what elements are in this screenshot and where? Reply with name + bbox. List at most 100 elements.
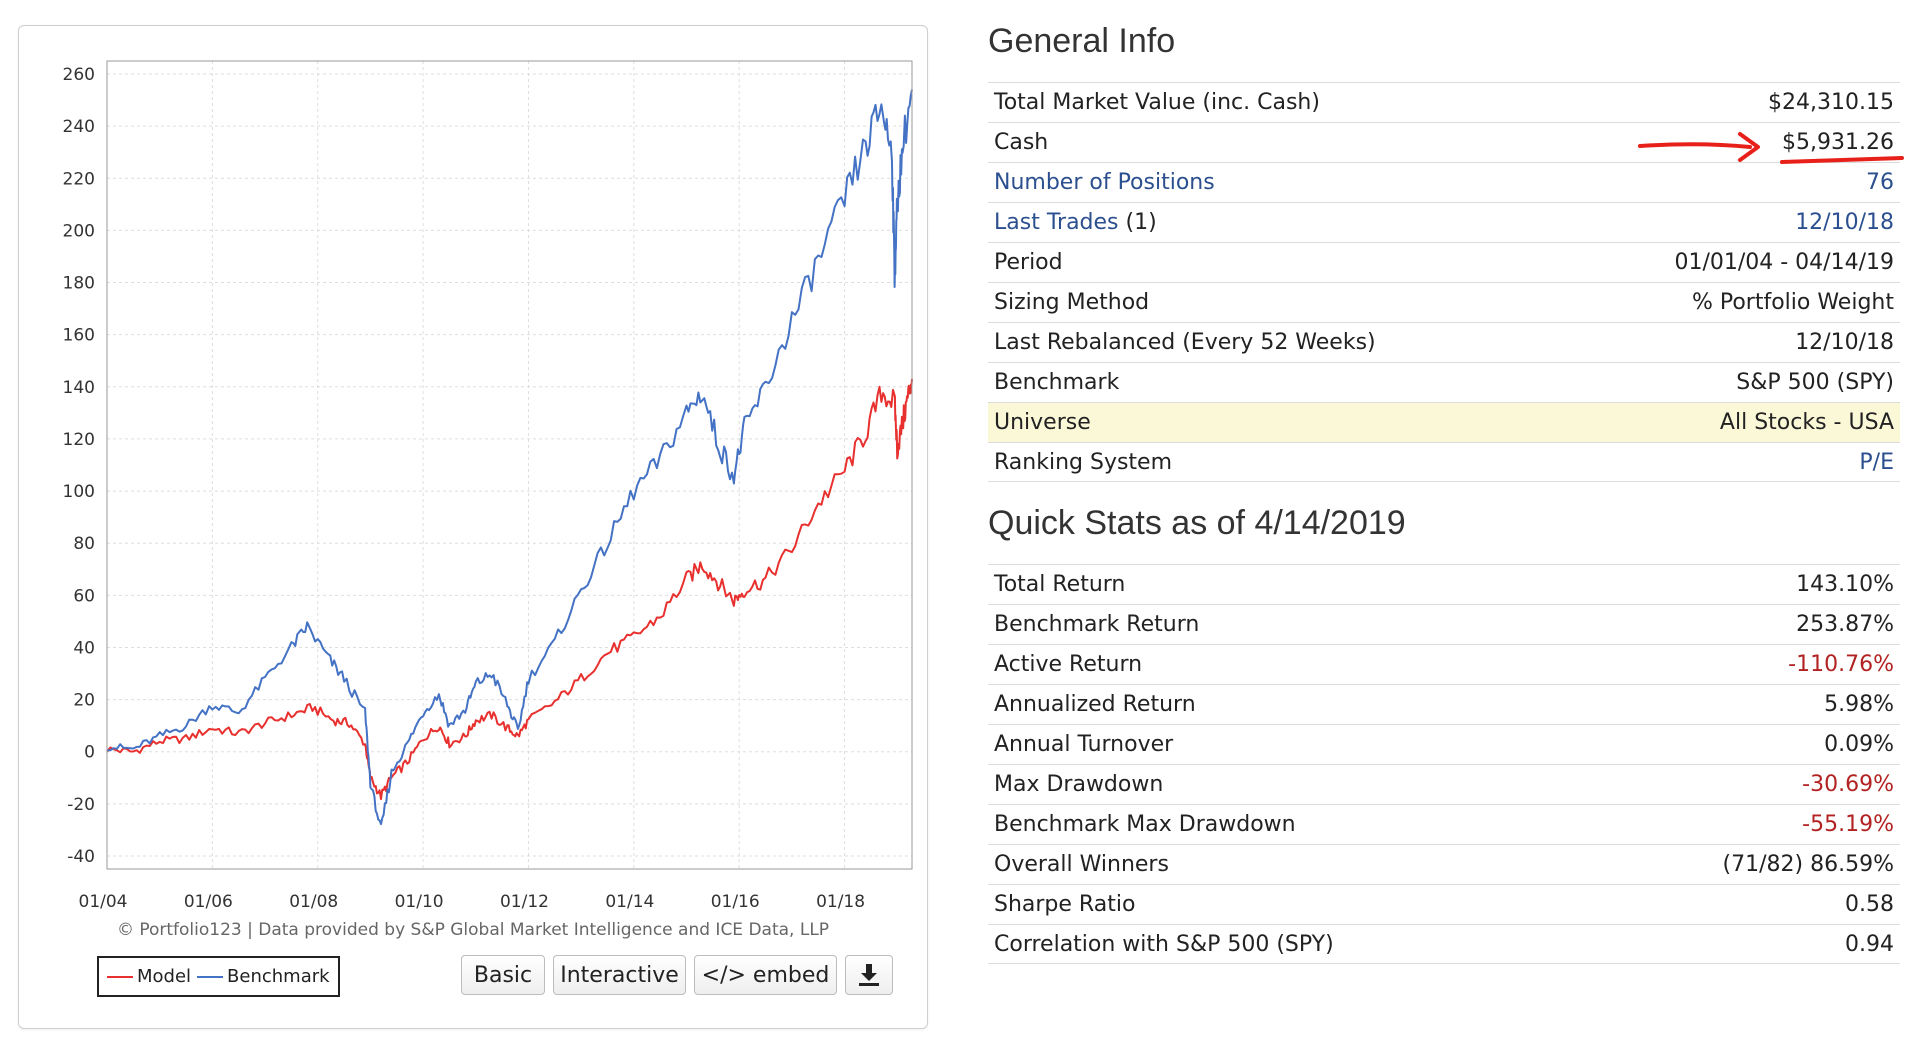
stat-row-overall-winners: Overall Winners (71/82) 86.59%: [988, 844, 1900, 884]
row-value: -55.19%: [1802, 812, 1894, 837]
x-tick-label: 01/10: [395, 892, 444, 912]
y-tick-label: -40: [67, 847, 95, 867]
row-value: % Portfolio Weight: [1691, 290, 1894, 315]
row-label: Benchmark Return: [994, 612, 1200, 637]
series-line-model[interactable]: [106, 378, 913, 801]
chart-series: [106, 89, 913, 826]
info-row-sizing-method: Sizing Method % Portfolio Weight: [988, 282, 1900, 322]
row-label: Last Rebalanced (Every 52 Weeks): [994, 330, 1376, 355]
quick-stats-title: Quick Stats as of 4/14/2019: [988, 504, 1406, 542]
row-label: Cash: [994, 130, 1049, 155]
x-tick-label: 01/06: [184, 892, 233, 912]
chart-panel: 260 240 220 200 180 160 140 120 100 80 60 40 20 0 -20-…: [18, 25, 928, 1029]
stat-row-benchmark-max-drawdown: Benchmark Max Drawdown -55.19%: [988, 804, 1900, 844]
row-value: $24,310.15: [1768, 90, 1894, 115]
legend-swatch-benchmark: [197, 975, 224, 978]
y-tick-label: 20: [73, 691, 95, 711]
row-value: All Stocks - USA: [1719, 410, 1894, 435]
y-tick-label: 240: [63, 117, 95, 137]
y-tick-label: 180: [63, 274, 95, 294]
stat-row-max-drawdown: Max Drawdown -30.69%: [988, 764, 1900, 804]
row-label: Active Return: [994, 652, 1143, 677]
y-tick-label: 260: [63, 65, 95, 85]
stat-row-benchmark-return: Benchmark Return 253.87%: [988, 604, 1900, 644]
series-line-benchmark[interactable]: [107, 89, 913, 826]
positions-count-link[interactable]: 76: [1866, 170, 1894, 195]
row-label: Benchmark Max Drawdown: [994, 812, 1296, 837]
row-label: Period: [994, 250, 1063, 275]
download-button[interactable]: [845, 955, 893, 995]
row-label: Max Drawdown: [994, 772, 1164, 797]
y-tick-label: 120: [63, 430, 95, 450]
y-tick-label: 100: [63, 482, 95, 502]
download-icon: [859, 964, 879, 986]
x-tick-label: 01/18: [816, 892, 865, 912]
row-label: Sizing Method: [994, 290, 1150, 315]
x-tick-label: 01/08: [289, 892, 338, 912]
row-label: Correlation with S&P 500 (SPY): [994, 931, 1334, 957]
quick-stats-table: Total Return 143.10% Benchmark Return 25…: [988, 564, 1900, 964]
row-value: 5.98%: [1824, 692, 1894, 717]
basic-button[interactable]: Basic: [461, 955, 545, 995]
row-value: 253.87%: [1796, 612, 1894, 637]
chart-credit: © Portfolio123 | Data provided by S&P Gl…: [116, 920, 830, 940]
stat-row-annualized-return: Annualized Return 5.98%: [988, 684, 1900, 724]
row-label: Total Return: [994, 572, 1126, 597]
chart-grid: [106, 61, 912, 869]
row-value: -110.76%: [1788, 652, 1894, 677]
info-row-ranking-system: Ranking System P/E: [988, 442, 1900, 482]
row-label: Overall Winners: [994, 852, 1169, 877]
row-value: 0.09%: [1824, 732, 1894, 757]
y-tick-label: 0: [84, 743, 95, 763]
legend-item-benchmark[interactable]: Benchmark: [197, 966, 330, 987]
legend-label-model: Model: [137, 966, 192, 987]
chart-legend: Model Benchmark: [97, 956, 340, 997]
embed-button[interactable]: </> embed: [694, 955, 837, 995]
plot-frame: [106, 60, 913, 870]
row-value: 0.94: [1845, 931, 1894, 957]
stat-row-correlation: Correlation with S&P 500 (SPY) 0.94: [988, 924, 1900, 964]
x-tick-label: 01/16: [711, 892, 760, 912]
y-tick-label: 80: [73, 534, 95, 554]
y-tick-label: 140: [63, 378, 95, 398]
row-label: Benchmark: [994, 370, 1120, 395]
row-value: 0.58: [1845, 892, 1894, 917]
info-row-cash: Cash $5,931.26: [988, 122, 1900, 162]
x-axis-ticks: 01/04 01/06 01/08 01/10 01/12 01/14 01/16 01/18: [79, 892, 866, 912]
info-row-total-market-value: Total Market Value (inc. Cash) $24,310.1…: [988, 82, 1900, 122]
number-of-positions-link[interactable]: Number of Positions: [994, 170, 1215, 195]
x-tick-label: 01/04: [79, 892, 128, 912]
general-info-table: Total Market Value (inc. Cash) $24,310.1…: [988, 82, 1900, 482]
last-trades-date-link[interactable]: 12/10/18: [1795, 210, 1894, 235]
performance-chart[interactable]: 260240220200180160140120100806040200-20-…: [19, 26, 927, 916]
row-value: -30.69%: [1802, 772, 1894, 797]
legend-label-benchmark: Benchmark: [227, 966, 330, 987]
row-label: Annual Turnover: [994, 732, 1174, 757]
row-value: S&P 500 (SPY): [1736, 370, 1894, 395]
legend-item-model[interactable]: Model: [107, 966, 191, 987]
last-trades-count: (1): [1118, 210, 1157, 235]
ranking-system-link[interactable]: P/E: [1859, 449, 1894, 475]
interactive-button[interactable]: Interactive: [553, 955, 686, 995]
y-tick-label: -20: [67, 795, 95, 815]
row-label: Universe: [994, 410, 1091, 435]
row-value: 12/10/18: [1795, 330, 1894, 355]
row-label: Ranking System: [994, 449, 1173, 475]
info-row-number-of-positions: Number of Positions 76: [988, 162, 1900, 202]
stat-row-annual-turnover: Annual Turnover 0.09%: [988, 724, 1900, 764]
y-tick-label: 220: [63, 169, 95, 189]
row-label: Sharpe Ratio: [994, 892, 1136, 917]
general-info-title: General Info: [988, 22, 1176, 60]
info-row-universe: Universe All Stocks - USA: [988, 402, 1900, 442]
stat-row-sharpe-ratio: Sharpe Ratio 0.58: [988, 884, 1900, 924]
y-tick-label: 200: [63, 221, 95, 241]
x-tick-label: 01/14: [605, 892, 654, 912]
row-value: 143.10%: [1796, 572, 1894, 597]
y-tick-label: 40: [73, 638, 95, 658]
info-row-benchmark: Benchmark S&P 500 (SPY): [988, 362, 1900, 402]
row-label: Total Market Value (inc. Cash): [994, 90, 1320, 115]
last-trades-link[interactable]: Last Trades: [994, 210, 1119, 235]
info-row-period: Period 01/01/04 - 04/14/19: [988, 242, 1900, 282]
row-value: 01/01/04 - 04/14/19: [1674, 250, 1894, 275]
y-tick-label: 160: [63, 326, 95, 346]
